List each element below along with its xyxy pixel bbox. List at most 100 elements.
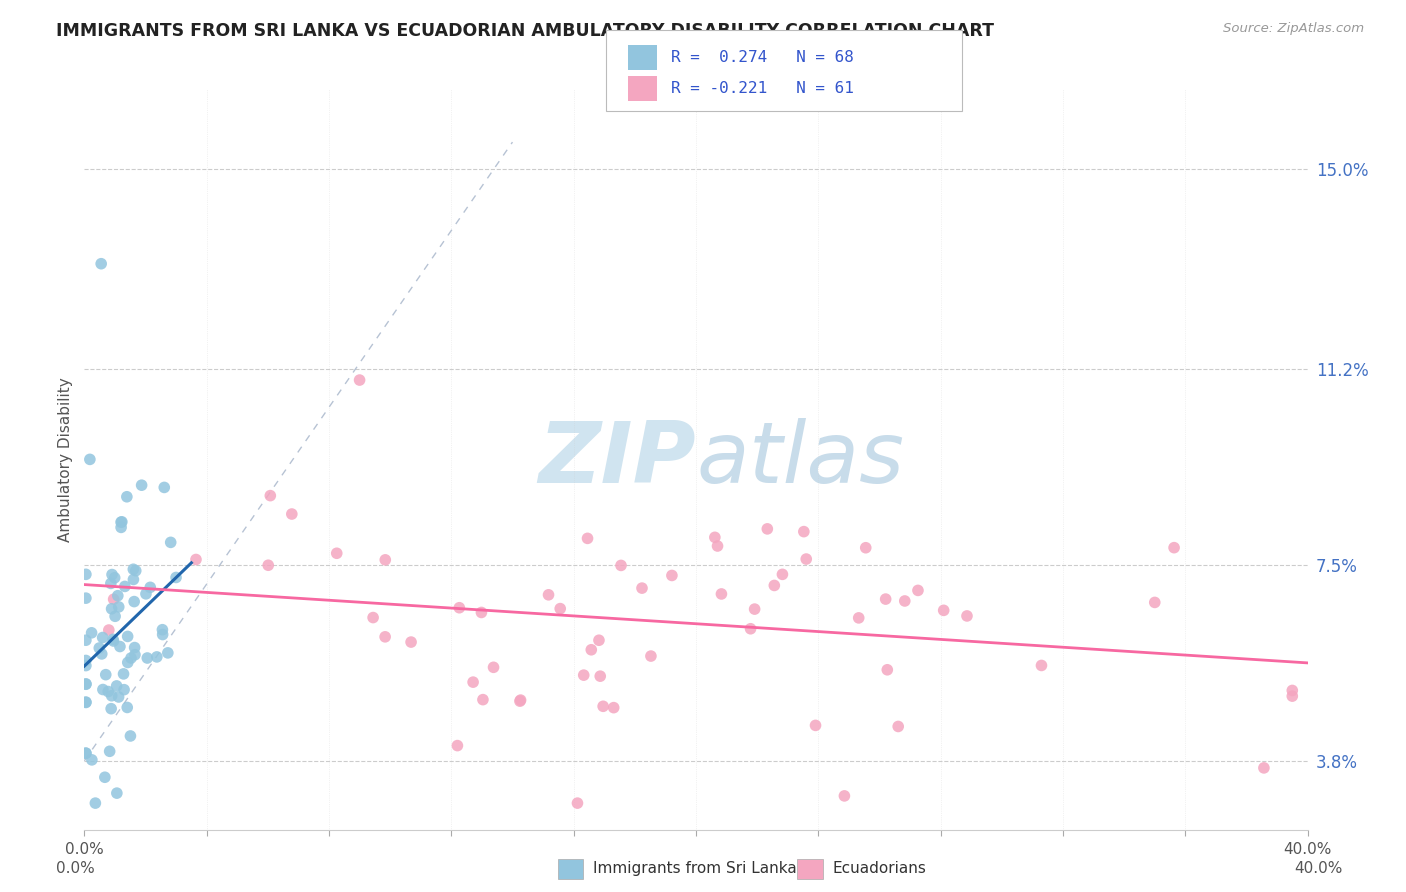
Point [281,507,304,521]
Point [122,573,145,587]
Point [107,589,129,603]
Point [153,480,176,494]
Point [117,629,139,643]
Point [79,452,101,467]
Point [75,653,97,667]
Point [770,567,793,582]
Point [740,622,762,636]
Point [139,580,162,594]
Point [100,689,122,703]
Point [399,635,422,649]
Point [482,660,505,674]
Point [763,578,786,592]
Point [710,587,733,601]
Point [146,649,169,664]
Point [75,747,97,761]
Point [94,770,117,784]
Point [567,796,589,810]
Point [75,567,97,582]
Point [956,609,979,624]
Point [122,562,145,576]
Point [75,633,97,648]
Point [104,609,127,624]
Point [756,522,779,536]
Point [661,568,683,582]
Point [97,623,120,637]
Point [876,663,898,677]
Point [572,668,595,682]
Point [744,602,766,616]
Point [75,658,97,673]
Point [100,576,122,591]
Point [111,515,134,529]
Point [107,599,129,614]
Text: 40.0%: 40.0% [1295,862,1343,876]
Point [326,546,349,560]
Point [101,567,124,582]
Point [75,746,97,760]
Point [125,564,148,578]
Point [509,694,531,708]
Point [703,530,725,544]
Point [1031,658,1053,673]
Point [794,552,817,566]
Point [97,684,120,698]
Point [471,692,494,706]
Point [91,682,114,697]
Text: R =  0.274   N = 68: R = 0.274 N = 68 [671,50,853,65]
Point [90,647,112,661]
Point [124,640,146,655]
Point [105,679,128,693]
Point [1281,683,1303,698]
Point [537,588,560,602]
Point [100,701,122,715]
Point [592,699,614,714]
Point [115,490,138,504]
Point [156,646,179,660]
Point [136,651,159,665]
Point [159,535,181,549]
Point [449,600,471,615]
Point [446,739,468,753]
Text: R = -0.221   N = 61: R = -0.221 N = 61 [671,81,853,96]
Point [349,373,371,387]
Text: Source: ZipAtlas.com: Source: ZipAtlas.com [1223,22,1364,36]
Point [120,651,142,665]
Point [80,625,103,640]
Point [104,571,127,585]
Point [112,666,135,681]
Point [117,656,139,670]
Point [112,682,135,697]
Text: IMMIGRANTS FROM SRI LANKA VS ECUADORIAN AMBULATORY DISABILITY CORRELATION CHART: IMMIGRANTS FROM SRI LANKA VS ECUADORIAN … [56,22,994,40]
Point [89,640,111,655]
Point [509,693,531,707]
Point [120,729,142,743]
Point [103,592,125,607]
Point [640,648,662,663]
Point [80,753,103,767]
Point [610,558,633,573]
Text: Immigrants from Sri Lanka: Immigrants from Sri Lanka [593,862,797,876]
Point [103,634,125,648]
Point [131,478,153,492]
Point [184,552,207,566]
Point [581,642,603,657]
Point [259,489,281,503]
Point [122,594,145,608]
Point [374,630,396,644]
Point [110,520,132,534]
Point [75,695,97,709]
Point [165,570,187,584]
Point [887,719,910,733]
Point [706,539,728,553]
Point [1143,595,1166,609]
Point [894,594,917,608]
Point [589,669,612,683]
Point [90,257,112,271]
Point [374,553,396,567]
Point [135,587,157,601]
Point [932,603,955,617]
Point [115,700,138,714]
Point [548,601,571,615]
Point [907,583,929,598]
